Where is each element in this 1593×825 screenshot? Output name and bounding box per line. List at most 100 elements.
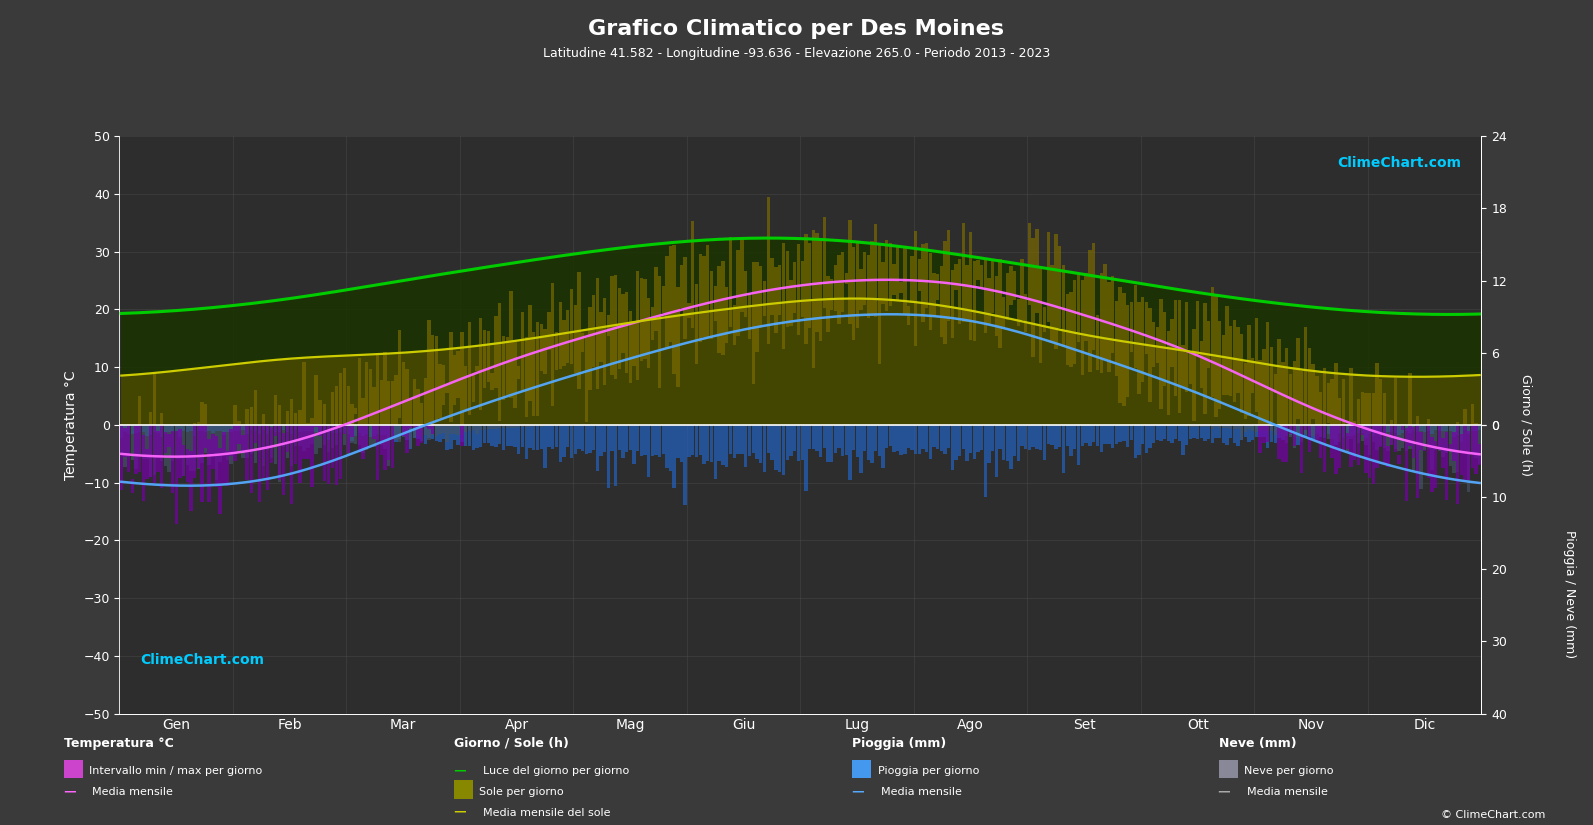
Bar	[1300, 371, 1303, 425]
Bar	[1470, 404, 1474, 425]
Bar	[1405, 425, 1408, 431]
Bar	[1211, 425, 1214, 443]
Bar	[1470, 425, 1474, 431]
Bar	[460, 425, 464, 446]
Bar	[393, 425, 398, 442]
Bar	[452, 355, 456, 405]
Bar	[733, 305, 736, 345]
Bar	[1478, 425, 1481, 464]
Bar	[714, 285, 717, 321]
Bar	[870, 241, 873, 316]
Bar	[1035, 425, 1039, 449]
Bar	[661, 286, 664, 313]
Bar	[379, 380, 382, 425]
Bar	[632, 425, 636, 464]
Bar	[551, 425, 554, 426]
Bar	[1380, 425, 1383, 447]
Bar	[585, 425, 588, 454]
Bar	[430, 425, 435, 436]
Bar	[892, 425, 895, 452]
Bar	[350, 425, 354, 443]
Bar	[409, 398, 413, 425]
Bar	[1464, 425, 1467, 453]
Bar	[535, 425, 538, 450]
Bar	[196, 425, 199, 469]
Bar	[691, 425, 695, 455]
Bar	[554, 425, 558, 446]
Bar	[900, 425, 903, 455]
Bar	[607, 425, 610, 488]
Bar	[153, 425, 156, 475]
Bar	[250, 407, 253, 425]
Bar	[1214, 425, 1217, 427]
Bar	[1188, 425, 1192, 427]
Bar	[1211, 287, 1214, 398]
Bar	[266, 425, 269, 490]
Bar	[1357, 425, 1360, 465]
Bar	[1327, 425, 1330, 434]
Bar	[142, 425, 145, 432]
Bar	[1464, 425, 1467, 481]
Bar	[644, 425, 647, 455]
Bar	[1010, 425, 1013, 469]
Bar	[261, 425, 264, 466]
Bar	[416, 425, 419, 440]
Bar	[221, 432, 226, 483]
Bar	[119, 425, 123, 438]
Bar	[521, 312, 524, 392]
Bar	[245, 425, 249, 480]
Bar	[314, 375, 317, 425]
Bar	[1397, 425, 1400, 451]
Bar	[237, 425, 241, 452]
Bar	[384, 425, 387, 450]
Bar	[717, 266, 720, 353]
Bar	[1297, 425, 1300, 445]
Bar	[266, 424, 269, 425]
Bar	[730, 238, 733, 327]
Bar	[596, 278, 599, 389]
Bar	[354, 408, 357, 413]
Bar	[468, 425, 472, 446]
Bar	[844, 425, 847, 455]
Bar	[494, 425, 497, 447]
Bar	[951, 271, 954, 338]
Bar	[233, 405, 237, 425]
Bar	[148, 412, 153, 425]
Bar	[401, 425, 405, 436]
Bar	[457, 425, 460, 445]
Text: ─: ─	[64, 783, 75, 801]
Bar	[573, 304, 577, 374]
Bar	[822, 217, 825, 309]
Bar	[212, 425, 215, 433]
Bar	[613, 425, 616, 486]
Text: ─: ─	[1219, 783, 1230, 801]
Bar	[988, 425, 991, 463]
Bar	[1166, 425, 1171, 441]
Bar	[906, 425, 910, 449]
Bar	[1080, 425, 1083, 446]
Bar	[487, 425, 491, 443]
Bar	[1416, 425, 1419, 473]
Bar	[629, 310, 632, 383]
Bar	[1335, 425, 1338, 474]
Bar	[510, 291, 513, 398]
Bar	[585, 338, 588, 422]
Bar	[973, 261, 977, 341]
Bar	[796, 243, 800, 336]
Bar	[449, 425, 452, 435]
Bar	[347, 425, 350, 454]
Bar	[1467, 425, 1470, 434]
Bar	[261, 425, 264, 478]
Bar	[548, 312, 551, 350]
Bar	[339, 425, 342, 478]
Bar	[362, 425, 365, 436]
Bar	[683, 257, 687, 338]
Bar	[1027, 425, 1031, 450]
Bar	[1118, 287, 1121, 403]
Bar	[314, 425, 317, 432]
Bar	[1464, 409, 1467, 425]
Bar	[269, 425, 272, 431]
Bar	[796, 425, 800, 461]
Bar	[502, 425, 505, 450]
Bar	[911, 256, 914, 303]
